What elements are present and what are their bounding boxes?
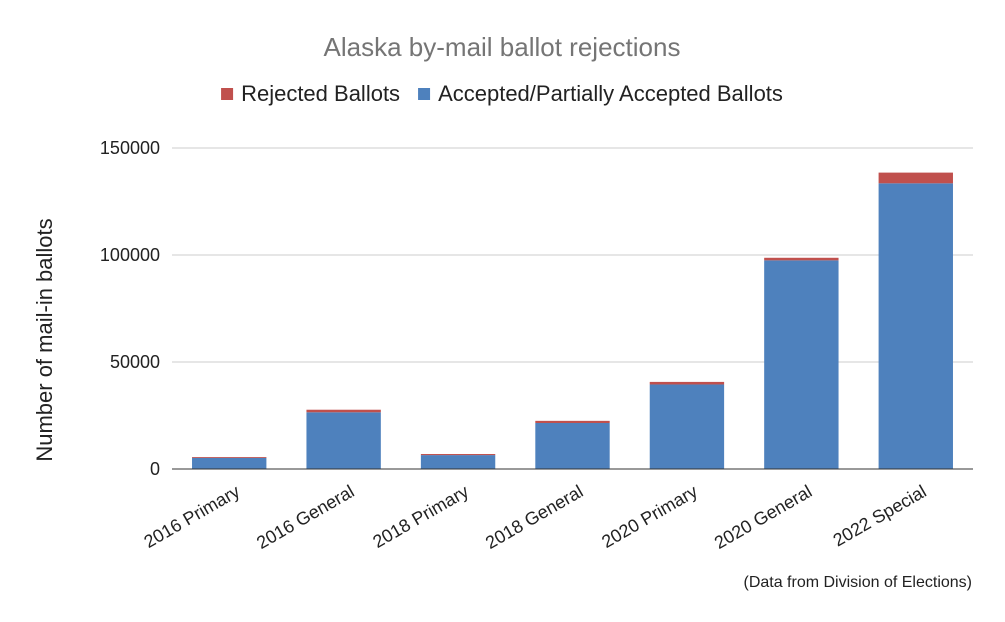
y-tick-label: 150000 — [100, 138, 160, 158]
bar-rejected — [764, 257, 839, 261]
legend-item: Rejected Ballots — [221, 81, 400, 106]
bar-accepted — [535, 422, 610, 469]
legend-label: Rejected Ballots — [241, 81, 400, 106]
bars — [192, 172, 953, 469]
legend-label: Accepted/Partially Accepted Ballots — [438, 81, 783, 106]
x-tick-label: 2018 General — [482, 481, 586, 553]
x-tick-label: 2020 Primary — [598, 481, 701, 552]
x-tick-label: 2016 Primary — [141, 481, 244, 552]
legend-swatch — [221, 88, 234, 100]
bar-rejected — [535, 420, 610, 423]
bar-rejected — [192, 457, 267, 458]
gridlines — [172, 147, 973, 363]
y-tick-label: 50000 — [110, 352, 160, 372]
legend-swatch — [418, 88, 431, 100]
bar-accepted — [420, 455, 496, 469]
x-tick-label: 2020 General — [711, 481, 815, 553]
bar-accepted — [764, 260, 839, 469]
bar-accepted — [306, 412, 381, 469]
bar-accepted — [192, 457, 267, 469]
y-axis-label: Number of mail-in ballots — [32, 218, 57, 461]
x-tick-labels: 2016 Primary 2016 General 2018 Primary 2018… — [141, 481, 930, 553]
legend-item: Accepted/Partially Accepted Ballots — [418, 81, 783, 106]
bar-rejected — [878, 172, 953, 184]
bar-accepted — [878, 183, 953, 469]
bar-accepted — [649, 384, 725, 469]
chart-title: Alaska by-mail ballot rejections — [324, 32, 681, 62]
y-tick-label: 0 — [150, 459, 160, 479]
x-tick-label: 2022 Special — [830, 481, 930, 550]
x-tick-label: 2018 Primary — [369, 481, 472, 552]
y-tick-label: 100000 — [100, 245, 160, 265]
source-note: (Data from Division of Elections) — [743, 574, 972, 591]
y-tick-labels: 0 50000 100000 150000 — [100, 138, 160, 479]
bar-rejected — [649, 381, 725, 385]
bar-rejected — [420, 454, 496, 456]
x-tick-label: 2016 General — [253, 481, 357, 553]
bar-rejected — [306, 409, 381, 413]
legend: Rejected Ballots Accepted/Partially Accep… — [221, 81, 783, 106]
